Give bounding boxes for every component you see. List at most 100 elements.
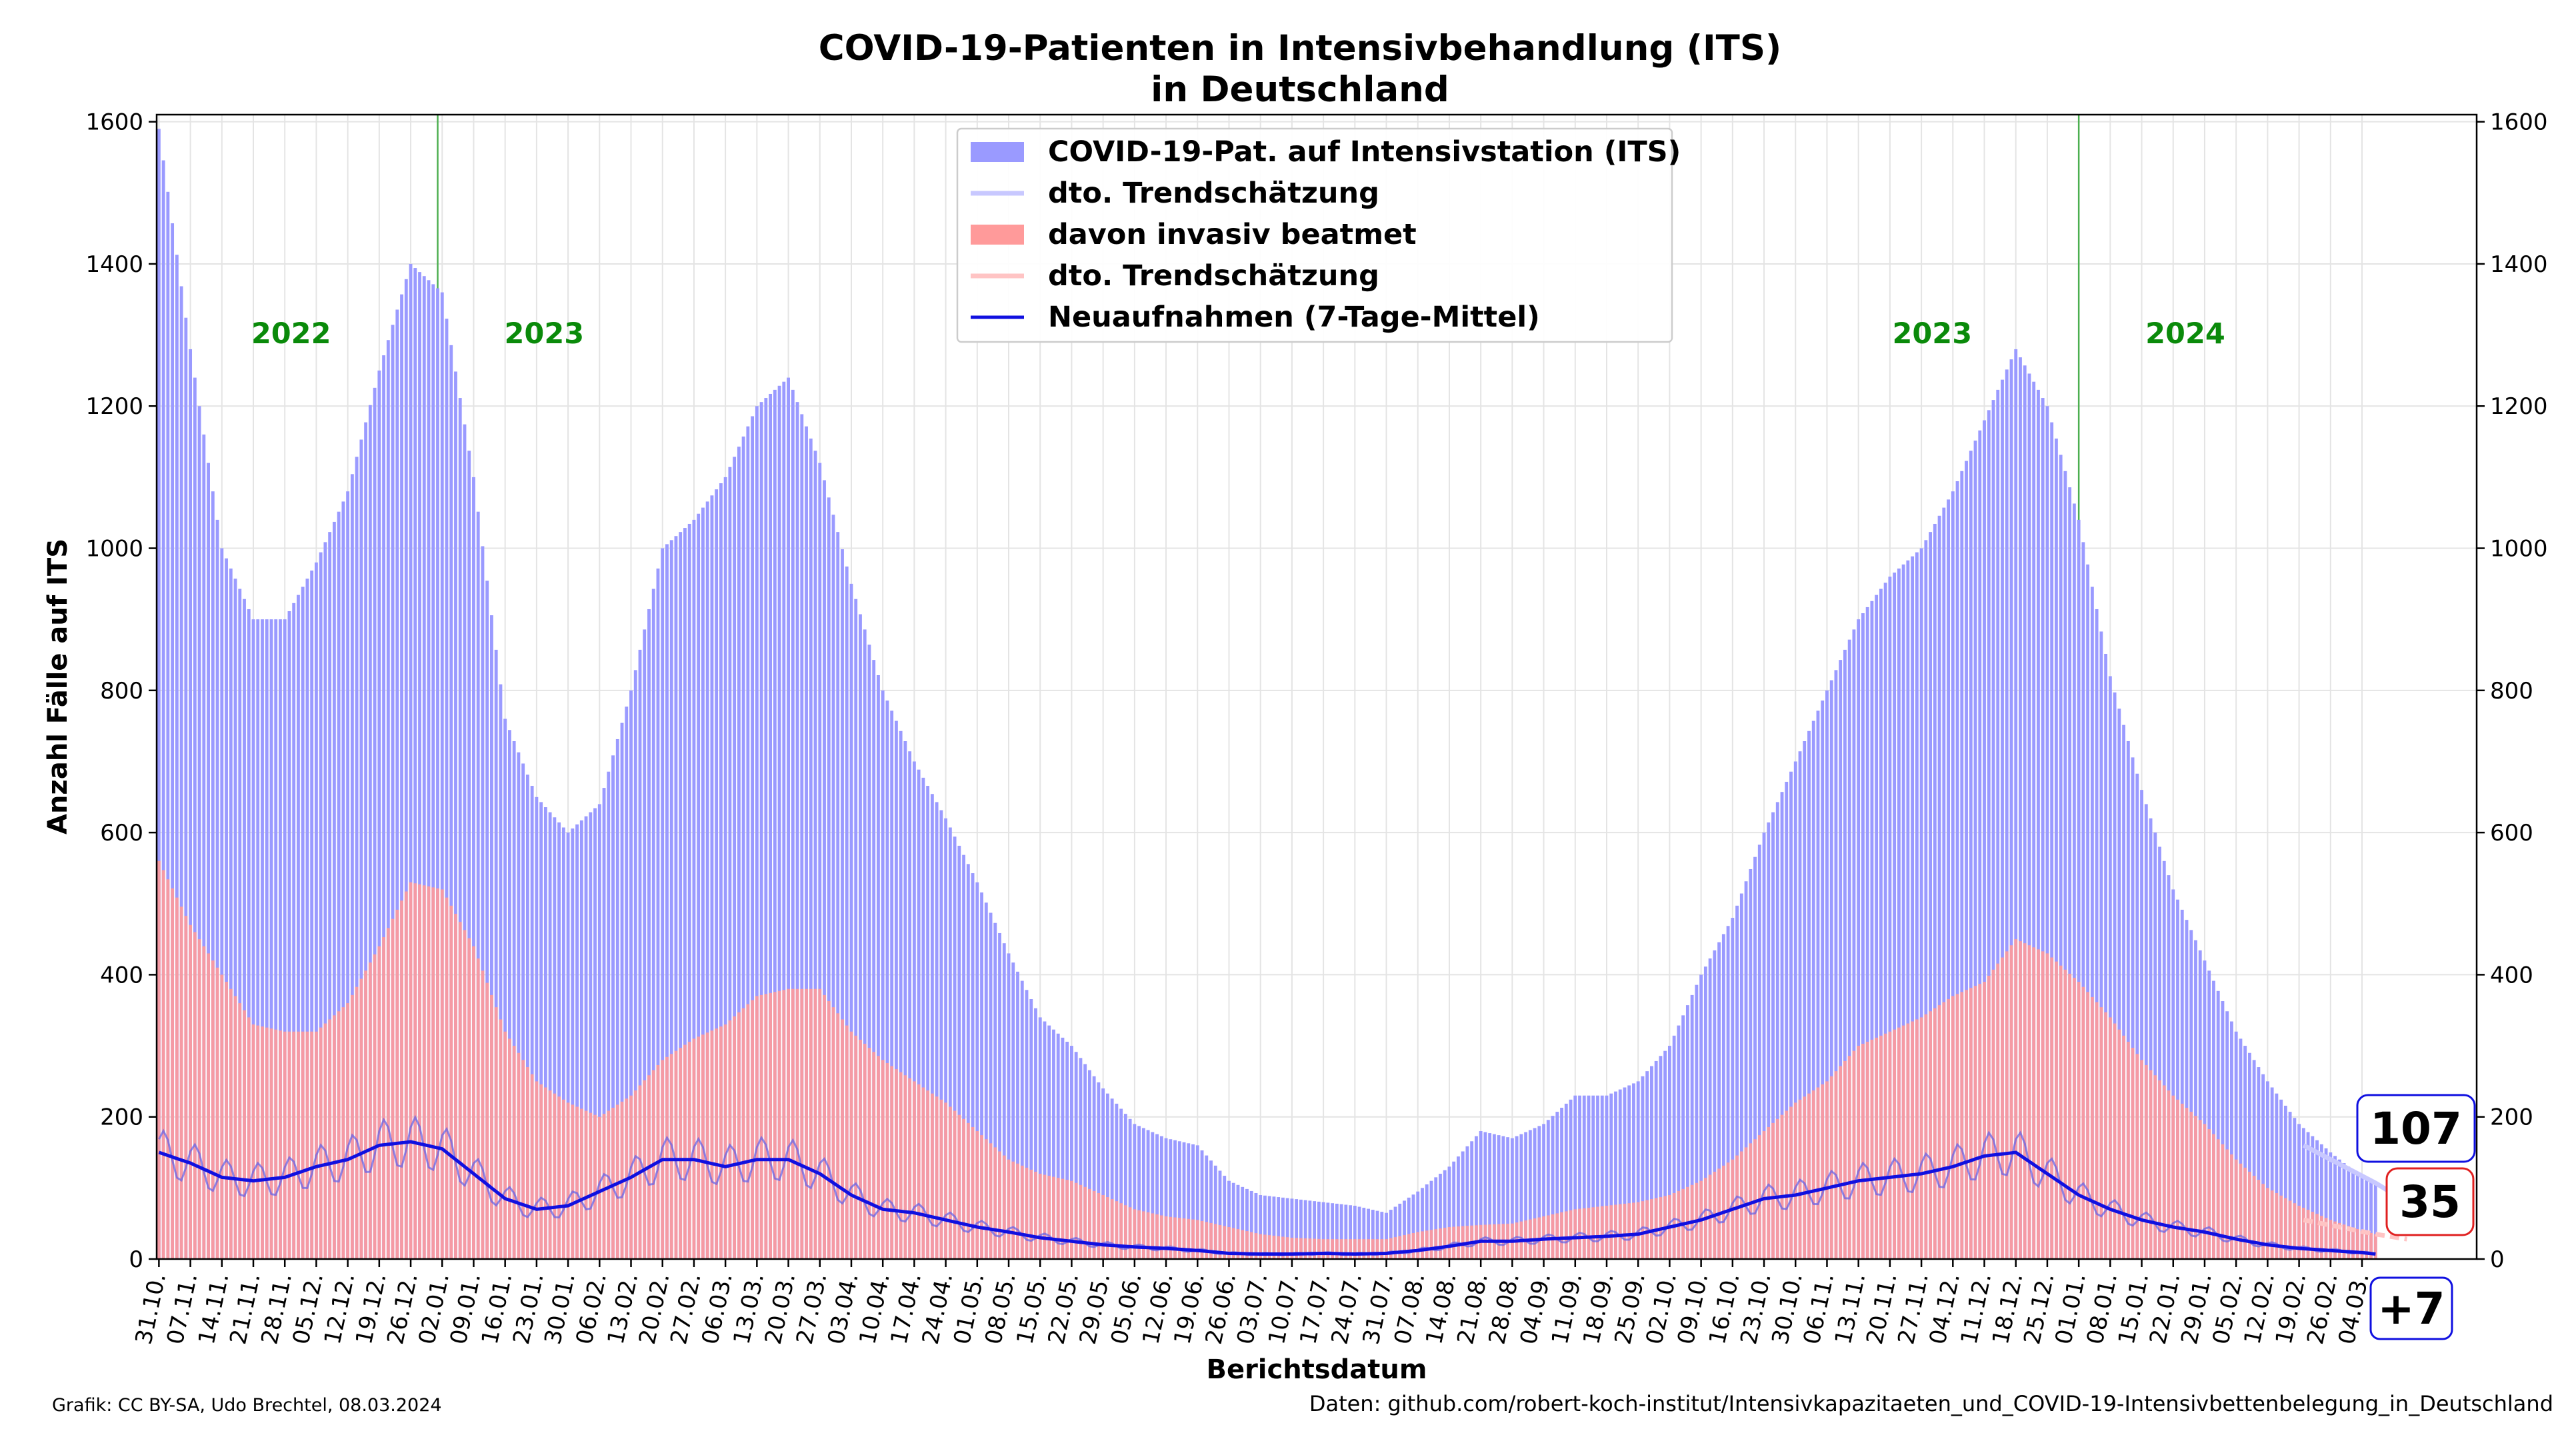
invasive-bar [1564,1211,1568,1259]
invasive-bar [449,905,453,1259]
invasive-bar [1061,1178,1065,1259]
y-tick-label-left: 0 [129,1246,143,1273]
its-bar [2270,1087,2274,1259]
its-bar [1398,1203,1402,1259]
admissions-mean-line [158,1140,2376,1256]
its-bar [1303,1200,1307,1259]
its-bar [1618,1089,1622,1259]
invasive-bar [1353,1239,1357,1259]
invasive-bar [728,1020,732,1259]
invasive-bar [805,988,808,1259]
its-bar [1308,1200,1312,1259]
invasive-bar [332,1015,336,1259]
its-bar [1254,1192,1258,1259]
its-bar [1519,1134,1523,1259]
invasive-bar [1128,1207,1132,1259]
legend-swatch-its [971,142,1024,162]
invasive-bar [818,988,822,1259]
invasive-bar [1641,1201,1645,1259]
its-bar [2351,1170,2355,1259]
its-bar [1735,905,1739,1259]
its-bar [787,377,790,1259]
its-bar [687,523,691,1259]
its-bar [1083,1064,1087,1259]
its-bar [908,751,912,1259]
invasive-bar [1987,975,1991,1259]
invasive-bar [1056,1178,1060,1259]
its-bar [395,309,399,1259]
invasive-bar [1164,1216,1168,1259]
invasive-bar [1960,992,1964,1259]
its-bar [2261,1074,2265,1259]
invasive-bar [1254,1233,1258,1259]
invasive-bar [274,1029,278,1259]
its-bar [1259,1195,1263,1259]
its-bar [1241,1186,1245,1259]
invasive-bar [1888,1031,1892,1259]
its-bar [894,720,898,1259]
its-bar [571,828,575,1259]
its-bar [1079,1058,1083,1259]
its-bar [705,501,709,1259]
invasive-bar [202,946,206,1259]
its-bar [1906,560,1910,1259]
invasive-bar [2230,1154,2233,1259]
its-bar [2072,503,2076,1259]
invasive-bar [166,879,170,1259]
its-bar [683,528,687,1259]
its-bar [1029,998,1033,1259]
invasive-bar [2275,1192,2279,1259]
its-bar [2050,422,2054,1259]
invasive-bar [499,1019,503,1259]
invasive-bar [368,962,372,1259]
its-bar [723,477,727,1259]
invasive-bar [535,1081,539,1259]
its-bar [1313,1201,1317,1259]
its-bar [1101,1088,1105,1259]
invasive-bar [1029,1169,1033,1259]
its-bar [418,272,421,1259]
its-bar [1969,451,1973,1259]
its-bar [701,507,705,1259]
its-bar [283,619,287,1259]
its-bar [1483,1132,1487,1259]
invasive-bar [1110,1199,1114,1259]
its-bar [764,398,768,1260]
its-bar [220,548,224,1260]
its-bar [472,477,475,1259]
invasive-bar [2365,1232,2369,1259]
invasive-bar [2023,943,2027,1259]
invasive-bar [301,1031,305,1259]
invasive-bar [1569,1210,1573,1259]
its-bar [1757,844,1761,1259]
invasive-bar [705,1032,709,1259]
its-bar [1452,1161,1456,1259]
y-tick-label-left: 600 [100,820,143,846]
invasive-bar [2239,1163,2243,1259]
invasive-bar [723,1024,727,1259]
invasive-bar [472,946,475,1259]
its-bar [1587,1095,1591,1259]
its-bar [251,619,255,1259]
invasive-bar [2068,973,2072,1259]
invasive-bar [1092,1190,1096,1259]
its-bar [2185,920,2189,1259]
its-bar [1110,1098,1114,1259]
invasive-bar [350,994,354,1259]
invasive-bar [355,986,359,1259]
invasive-bar [1227,1227,1231,1259]
invasive-bar [2283,1198,2287,1259]
invasive-bar [1290,1238,1294,1259]
invasive-bar [157,860,161,1259]
its-bar [2077,519,2081,1259]
its-bar [2108,676,2112,1259]
its-bar [382,355,386,1259]
its-bar [1893,573,1897,1259]
invasive-bar [831,1007,835,1259]
invasive-bar [1119,1203,1123,1259]
invasive-bar [1308,1238,1312,1259]
invasive-bar [1416,1232,1420,1259]
its-bar [1510,1138,1514,1259]
invasive-bar [490,994,493,1259]
invasive-bar [2117,1029,2121,1259]
